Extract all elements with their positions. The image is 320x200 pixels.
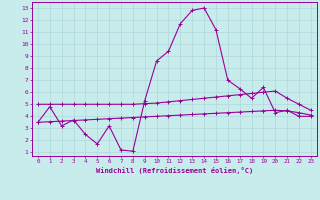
X-axis label: Windchill (Refroidissement éolien,°C): Windchill (Refroidissement éolien,°C): [96, 167, 253, 174]
